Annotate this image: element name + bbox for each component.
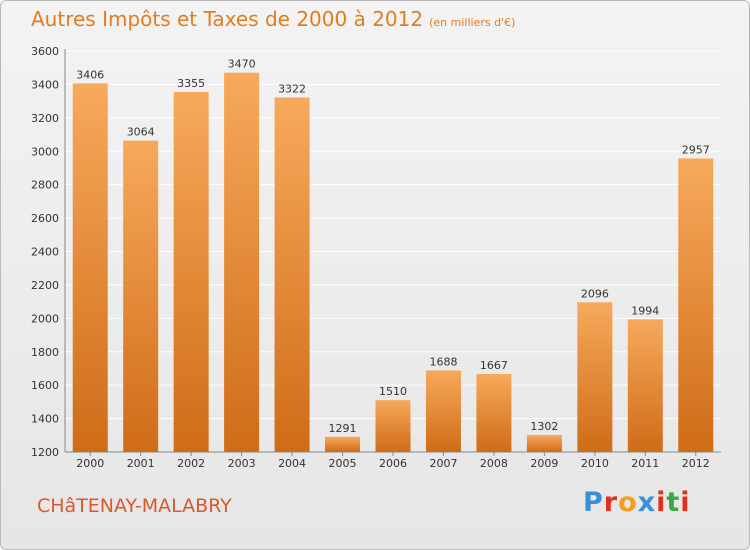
bar [325, 436, 361, 452]
y-tick-label: 3200 [31, 112, 59, 125]
bar-value-label: 1688 [429, 355, 457, 368]
logo-letter: x [637, 487, 657, 518]
bar-value-label: 1667 [480, 359, 508, 372]
bar [577, 302, 613, 452]
x-tick-label: 2007 [429, 457, 457, 470]
chart-subtitle: (en milliers d'€) [429, 16, 516, 29]
bar [173, 91, 209, 452]
grid-lines [65, 50, 721, 420]
y-tick-label: 2000 [31, 312, 59, 325]
x-tick-label: 2008 [480, 457, 508, 470]
logo-letter: i [656, 487, 667, 518]
y-tick-label: 1400 [31, 413, 59, 426]
city-name: CHâTENAY-MALABRY [37, 495, 232, 517]
bar-value-label: 2096 [581, 287, 609, 300]
bar-value-label: 3406 [76, 68, 104, 81]
y-tick-label: 2400 [31, 246, 59, 259]
logo-letter: o [618, 487, 638, 518]
y-tick-label: 1200 [31, 446, 59, 459]
logo-letter: t [666, 487, 681, 518]
proxiti-logo[interactable]: Proxiti [583, 487, 691, 518]
x-tick-label: 2005 [329, 457, 357, 470]
bar [375, 400, 411, 452]
bar [425, 370, 461, 452]
y-tick-label: 2600 [31, 212, 59, 225]
bar-value-label: 3322 [278, 82, 306, 95]
bar-value-label: 1510 [379, 385, 407, 398]
bar [678, 158, 714, 453]
y-tick-label: 3000 [31, 145, 59, 158]
bar [224, 72, 260, 453]
y-tick-label: 3400 [31, 78, 59, 91]
bar-value-label: 1302 [530, 420, 558, 433]
bar [274, 97, 310, 453]
y-tick-labels: 1200 1400 1600 1800 2000 2200 2400 2600 2800 3000… [31, 45, 59, 459]
x-tick-label: 2010 [581, 457, 609, 470]
x-tick-label: 2000 [76, 457, 104, 470]
bar [526, 434, 562, 452]
bar-value-label: 3470 [228, 58, 256, 71]
logo-letter: r [603, 487, 619, 518]
bar-value-label: 1994 [631, 304, 659, 317]
y-tick-label: 2200 [31, 279, 59, 292]
bar [476, 373, 512, 452]
y-tick-label: 2800 [31, 179, 59, 192]
bar-value-label: 1291 [329, 422, 357, 435]
x-tick-label: 2012 [682, 457, 710, 470]
chart-title: Autres Impôts et Taxes de 2000 à 2012 (en… [31, 7, 515, 31]
x-tick-label: 2003 [228, 457, 256, 470]
x-tick-label: 2006 [379, 457, 407, 470]
x-tick-label: 2009 [530, 457, 558, 470]
data-labels: 3406 3064 3355 3470 3322 1291 1510 1688 1667 1302… [76, 58, 710, 435]
x-tick-label: 2011 [631, 457, 659, 470]
logo-letter: i [680, 487, 691, 518]
x-tick-labels: 2000 2001 2002 2003 2004 2005 2006 2007 2008 2009… [76, 457, 710, 470]
bar-value-label: 3355 [177, 77, 205, 90]
y-tick-label: 3600 [31, 45, 59, 58]
bars [72, 72, 714, 453]
bar-value-label: 3064 [127, 126, 155, 139]
chart-title-text: Autres Impôts et Taxes de 2000 à 2012 [31, 7, 424, 31]
y-tick-label: 1800 [31, 346, 59, 359]
logo-letter: P [583, 487, 604, 518]
bar [72, 83, 108, 452]
x-tick-label: 2002 [177, 457, 205, 470]
bar [627, 319, 663, 452]
x-tick-label: 2004 [278, 457, 306, 470]
y-tick-label: 1600 [31, 379, 59, 392]
bar-value-label: 2957 [682, 143, 710, 156]
x-tick-label: 2001 [127, 457, 155, 470]
bar [123, 140, 159, 452]
